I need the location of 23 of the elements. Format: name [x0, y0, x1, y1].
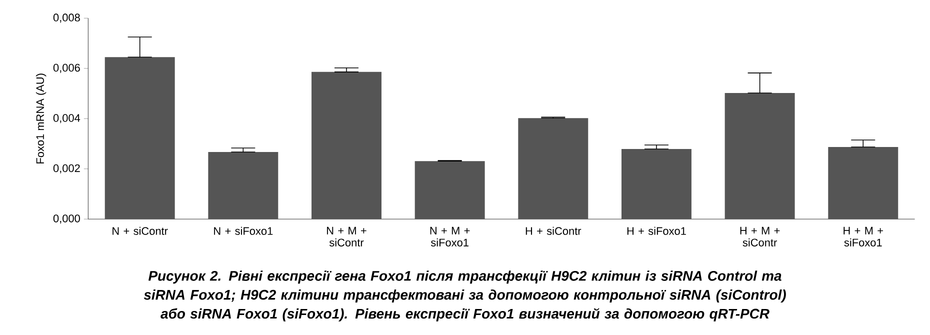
x-tick-label: H + siContr — [526, 226, 582, 235]
x-tick-label: N + M + siFoxo1 — [430, 226, 470, 246]
bar — [518, 118, 588, 219]
text: Рисунок 2. Рівні експресії гена Foxo1 після трансфекції H9C2 клітин із siRNA Control та siRNA Foxo1; H9C2 клітини трансфектовані за допомогою контрольної siRNA (siControl) або siRNA Foxo1 (siFoxo1). Рівень експресії Foxo1 визначений за допомогою qRT-PCR — [144, 270, 786, 322]
y-tick-label: 0,002 — [53, 164, 80, 174]
y-tick-label: 0,000 — [53, 214, 80, 224]
y-axis-title: Foxo1 mRNA (AU) — [36, 74, 46, 164]
bar — [414, 160, 485, 219]
x-tick-label: N + siFoxo1 — [214, 226, 273, 235]
y-tick-label: 0,006 — [53, 64, 80, 73]
bar — [621, 148, 692, 219]
bar — [104, 57, 175, 219]
bar — [724, 92, 795, 219]
bar — [208, 152, 278, 219]
x-tick-label: N + siContr — [112, 226, 168, 235]
y-tick-label: 0,004 — [53, 114, 80, 124]
bar — [312, 72, 382, 219]
x-tick-label: H + siFoxo1 — [627, 226, 686, 235]
bar — [828, 146, 898, 219]
x-tick-label: N + M + siContr — [327, 226, 366, 246]
x-tick-label: H + M + siFoxo1 — [844, 226, 883, 246]
y-tick-label: 0,008 — [53, 14, 80, 23]
x-tick-label: H + M + siContr — [740, 226, 780, 246]
